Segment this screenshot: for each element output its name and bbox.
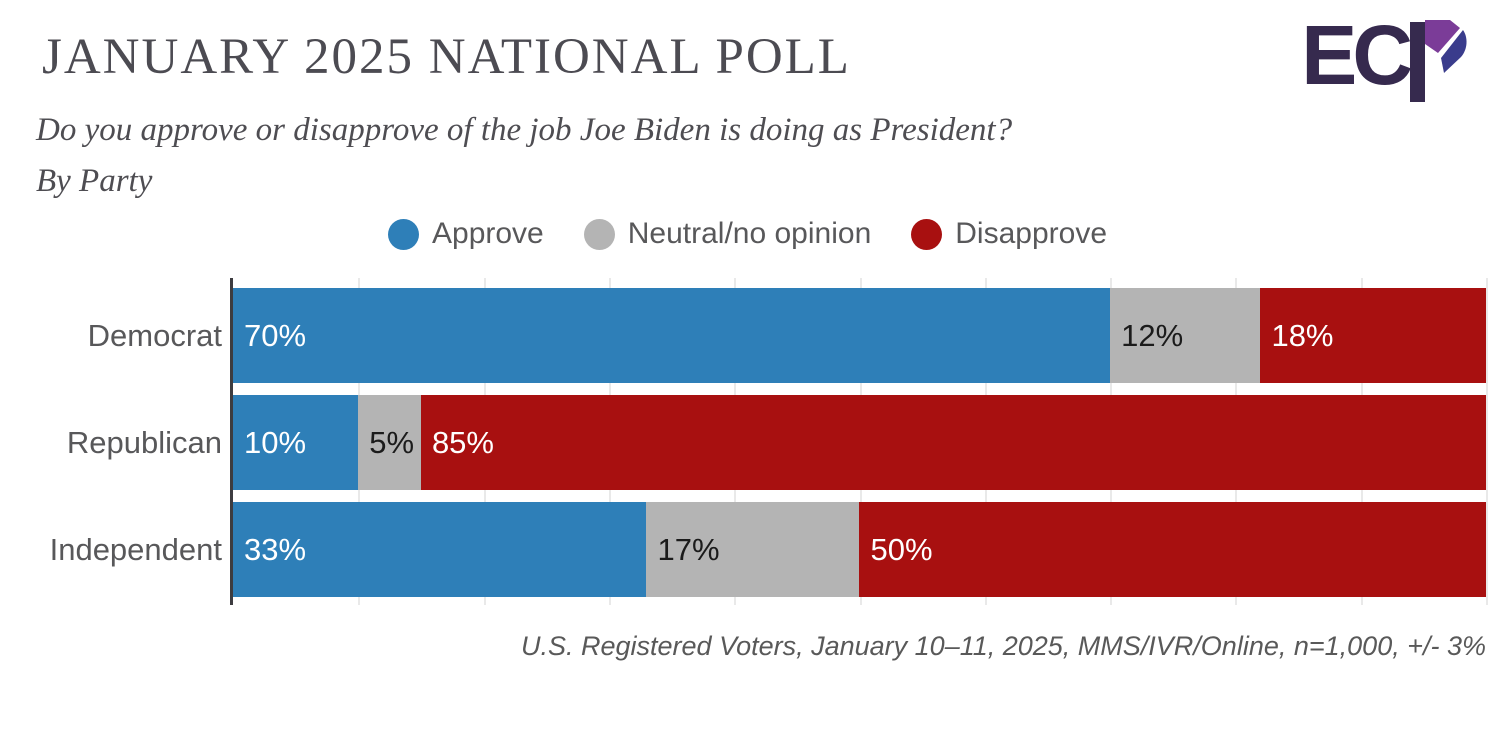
category-label-democrat: Democrat [87, 317, 222, 353]
legend-label: Disapprove [955, 217, 1108, 250]
bar-segment-republican-disapprove: 85% [420, 395, 1486, 490]
bar-segment-republican-neutral-no-opinion: 5% [358, 395, 421, 490]
bar-segment-democrat-disapprove: 18% [1260, 288, 1486, 383]
category-label-independent: Independent [49, 531, 222, 567]
bar-value-label: 85% [431, 424, 494, 460]
ecp-logo: EC [1301, 8, 1468, 102]
bar-value-label: 17% [657, 531, 720, 567]
bar-value-label: 18% [1271, 317, 1334, 353]
bar-value-label: 50% [870, 531, 933, 567]
gridline [1486, 278, 1488, 605]
legend-item-disapprove: Disapprove [911, 217, 1107, 251]
chart-row-independent: Independent 33% 17% 50% [50, 502, 1486, 597]
bar-value-label: 70% [244, 317, 307, 353]
legend-label: Neutral/no opinion [627, 217, 872, 250]
category-label-republican: Republican [66, 424, 222, 460]
bar-segment-independent-approve: 33% [233, 502, 647, 597]
bar-segment-republican-approve: 10% [233, 395, 359, 490]
bar-segment-independent-disapprove: 50% [859, 502, 1486, 597]
legend-label: Approve [432, 217, 544, 250]
bar-segment-democrat-approve: 70% [233, 288, 1111, 383]
page-title: JANUARY 2025 NATIONAL POLL [42, 29, 851, 85]
y-axis-line [230, 278, 233, 605]
bar-value-label: 10% [244, 424, 307, 460]
logo-ec-text: EC [1301, 8, 1413, 102]
bar-value-label: 5% [369, 424, 415, 460]
breakdown-label: By Party [36, 163, 153, 199]
legend-swatch-icon [388, 218, 419, 250]
bar-segment-democrat-neutral-no-opinion: 12% [1110, 288, 1261, 383]
source-note: U.S. Registered Voters, January 10–11, 2… [520, 631, 1486, 661]
chart-legend: Approve Neutral/no opinion Disapprove [388, 217, 1107, 251]
bar-value-label: 33% [244, 531, 307, 567]
bar-segment-independent-neutral-no-opinion: 17% [646, 502, 860, 597]
stacked-bar-chart: Democrat 70% 12% 18% Republican 10% 5% 85% Indep… [50, 278, 1488, 605]
legend-item-approve: Approve [388, 217, 544, 251]
legend-swatch-icon [911, 218, 943, 250]
chart-row-republican: Republican 10% 5% 85% [67, 395, 1486, 490]
logo-p-checkmark-icon [1410, 20, 1467, 102]
chart-row-democrat: Democrat 70% 12% 18% [88, 288, 1486, 383]
legend-item-neutral-no-opinion: Neutral/no opinion [583, 217, 872, 251]
bar-value-label: 12% [1121, 317, 1184, 353]
poll-question: Do you approve or disapprove of the job … [36, 112, 1013, 148]
legend-swatch-icon [583, 218, 615, 250]
